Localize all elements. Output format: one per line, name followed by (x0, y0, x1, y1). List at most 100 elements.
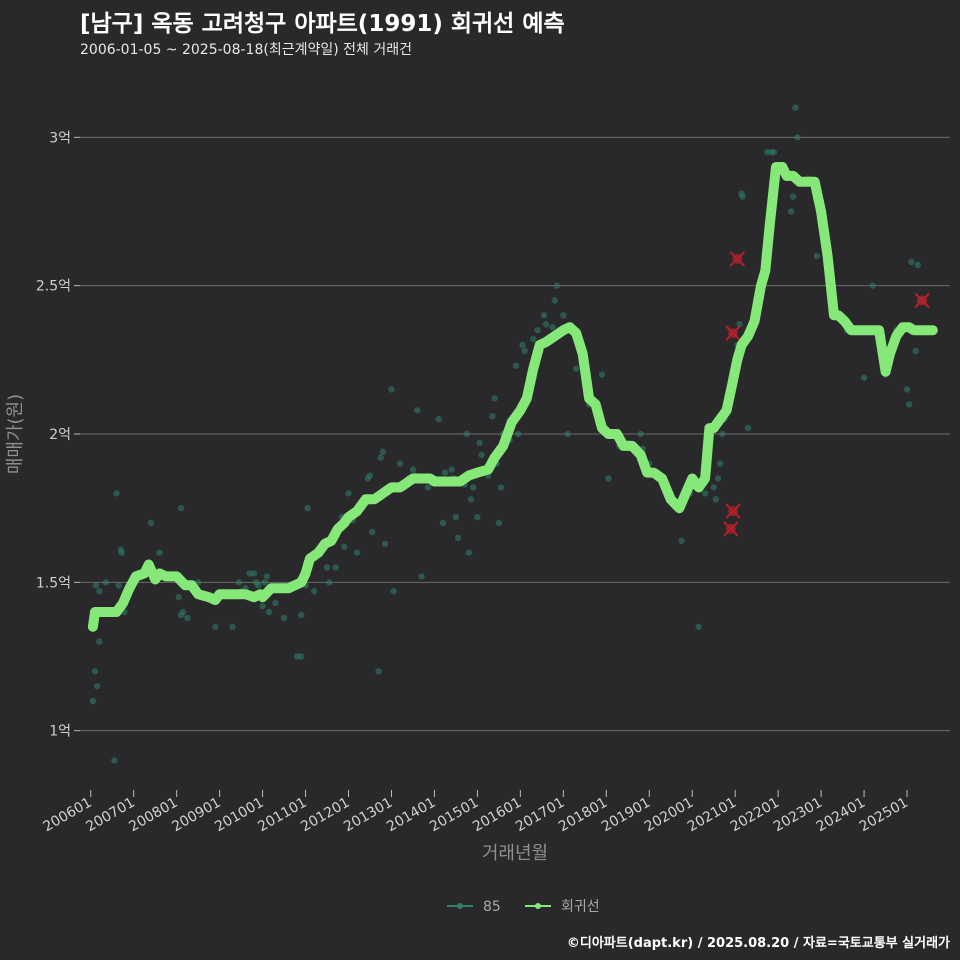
data-point (512, 362, 520, 369)
data-point (497, 484, 505, 491)
data-point (794, 134, 801, 141)
x-tick-label: 201901 (599, 795, 653, 836)
x-tick-label: 202401 (814, 795, 868, 836)
data-point (478, 451, 485, 458)
data-point (521, 347, 528, 355)
data-point (310, 588, 318, 595)
chart-subtitle: 2006-01-05 ~ 2025-08-18(최근계약일) 전체 거래건 (80, 42, 412, 58)
data-point (177, 504, 185, 512)
data-point (229, 623, 236, 631)
data-point (175, 593, 183, 601)
data-point (792, 104, 799, 111)
data-point (551, 297, 558, 304)
data-point (298, 653, 305, 660)
data-point (147, 519, 155, 527)
data-point (341, 543, 348, 550)
data-point (714, 475, 722, 482)
legend-marker (535, 903, 541, 909)
data-point (489, 413, 496, 420)
data-point (377, 454, 384, 461)
data-point (914, 261, 921, 269)
data-point (89, 697, 97, 705)
data-point (366, 472, 374, 479)
data-point (368, 528, 376, 536)
y-tick-label: 3억 (49, 130, 71, 146)
chart-title: [남구] 옥동 고려청구 아파트(1991) 회귀선 예측 (80, 11, 565, 37)
legend-marker (457, 903, 463, 909)
y-axis: 1억 1.5억 2억 2.5억 3억 (36, 130, 80, 740)
x-tick-label: 201401 (384, 795, 438, 836)
data-point (716, 460, 724, 467)
x-axis: 2006012007012008012009012010012011012012… (40, 790, 911, 835)
data-point (102, 579, 109, 586)
data-point (463, 430, 470, 438)
x-tick-label: 201201 (298, 795, 352, 836)
x-tick-label: 201001 (212, 795, 266, 836)
data-point (212, 623, 219, 631)
data-point (325, 579, 333, 586)
data-point (113, 490, 120, 497)
data-point (298, 611, 305, 619)
data-point (280, 614, 288, 622)
y-tick-label: 1억 (49, 724, 71, 740)
data-point (912, 347, 919, 355)
data-point (454, 534, 462, 542)
x-tick-label: 202001 (642, 795, 696, 836)
data-point (695, 623, 702, 631)
footer-source: ©디아파트(dapt.kr) / 2025.08.20 / 자료=국토교통부 실… (566, 936, 950, 951)
data-point (184, 614, 191, 622)
data-point (91, 668, 99, 675)
outlier-marker (723, 521, 739, 537)
x-tick-label: 200601 (40, 795, 94, 836)
data-point (469, 484, 477, 491)
data-point (96, 638, 103, 645)
regression-curve (87, 162, 938, 632)
data-point (115, 582, 122, 589)
y-axis-title: 매매가(원) (5, 394, 26, 474)
data-point (255, 582, 262, 589)
data-point (515, 430, 522, 438)
data-point (739, 193, 746, 200)
data-point (396, 460, 404, 467)
data-point (789, 193, 797, 200)
data-point (553, 282, 561, 289)
data-point (390, 588, 397, 595)
data-point (701, 490, 709, 497)
data-point (304, 504, 311, 512)
data-point (491, 395, 498, 402)
data-point (903, 386, 911, 393)
legend-label: 85 (483, 899, 501, 915)
x-tick-label: 200801 (126, 795, 180, 836)
y-tick-label: 2.5억 (36, 279, 71, 295)
data-point (259, 602, 266, 610)
data-point (908, 258, 915, 266)
legend-item: 85 (447, 899, 501, 915)
data-point (736, 321, 743, 328)
data-point (787, 208, 795, 215)
regression-line (87, 162, 938, 632)
data-point (542, 321, 550, 328)
data-point (93, 682, 101, 690)
data-point (435, 415, 442, 423)
data-point (235, 579, 243, 586)
data-point (111, 757, 118, 764)
data-point (495, 519, 503, 527)
x-axis-title: 거래년월 (482, 843, 548, 864)
x-tick-label: 202101 (685, 795, 739, 836)
data-point (118, 549, 125, 556)
x-tick-label: 202201 (728, 795, 782, 836)
data-point (813, 252, 821, 260)
x-tick-label: 202501 (857, 795, 911, 836)
data-point (323, 564, 331, 571)
outlier-marker (914, 292, 930, 309)
data-point (448, 466, 455, 473)
data-point (452, 513, 460, 521)
data-point (540, 312, 548, 319)
data-point (549, 324, 556, 331)
data-point (418, 573, 425, 580)
data-point (379, 448, 387, 455)
x-tick-label: 200901 (169, 795, 223, 836)
data-point (564, 430, 571, 438)
data-point (179, 608, 187, 616)
